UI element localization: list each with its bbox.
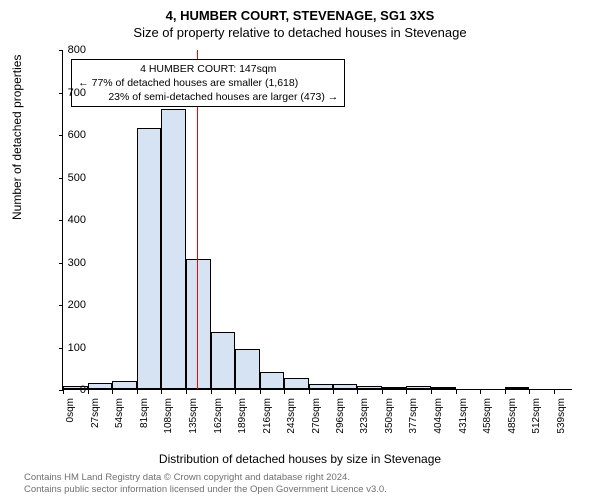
xtick-mark	[161, 390, 162, 394]
xtick-mark	[186, 390, 187, 394]
xtick-mark	[309, 390, 310, 394]
xtick-label: 512sqm	[531, 398, 542, 434]
xtick-label: 27sqm	[90, 398, 101, 428]
xtick-mark	[357, 390, 358, 394]
histogram-bar	[112, 381, 137, 389]
xtick-mark	[480, 390, 481, 394]
chart-title-address: 4, HUMBER COURT, STEVENAGE, SG1 3XS	[0, 0, 600, 23]
xtick-mark	[137, 390, 138, 394]
xtick-mark	[112, 390, 113, 394]
chart-area: 4 HUMBER COURT: 147sqm← 77% of detached …	[62, 50, 572, 420]
xtick-label: 323sqm	[359, 398, 370, 434]
xtick-mark	[88, 390, 89, 394]
footer-line: Contains public sector information licen…	[24, 484, 387, 496]
histogram-bar	[333, 384, 358, 389]
xtick-mark	[333, 390, 334, 394]
histogram-bar	[382, 387, 407, 389]
xtick-label: 539sqm	[556, 398, 567, 434]
ytick-label: 600	[46, 129, 86, 141]
xtick-mark	[529, 390, 530, 394]
xtick-label: 135sqm	[188, 398, 199, 434]
histogram-bar	[431, 387, 456, 389]
histogram-bar	[406, 386, 431, 389]
info-box-title: 4 HUMBER COURT: 147sqm	[78, 62, 338, 76]
xtick-label: 243sqm	[286, 398, 297, 434]
xtick-label: 485sqm	[507, 398, 518, 434]
xtick-label: 270sqm	[311, 398, 322, 434]
ytick-label: 300	[46, 257, 86, 269]
xtick-label: 404sqm	[433, 398, 444, 434]
ytick-label: 700	[46, 87, 86, 99]
xtick-mark	[505, 390, 506, 394]
xtick-label: 458sqm	[482, 398, 493, 434]
xtick-mark	[554, 390, 555, 394]
footer-line: Contains HM Land Registry data © Crown c…	[24, 472, 387, 484]
ytick-label: 500	[46, 172, 86, 184]
histogram-bar	[137, 128, 162, 389]
plot-area: 4 HUMBER COURT: 147sqm← 77% of detached …	[62, 50, 572, 390]
histogram-bar	[88, 383, 113, 389]
xtick-label: 431sqm	[458, 398, 469, 434]
xtick-label: 189sqm	[237, 398, 248, 434]
xtick-mark	[260, 390, 261, 394]
attribution-footer: Contains HM Land Registry data © Crown c…	[24, 472, 387, 496]
xtick-mark	[431, 390, 432, 394]
ytick-label: 800	[46, 44, 86, 56]
chart-title-subtitle: Size of property relative to detached ho…	[0, 23, 600, 40]
xtick-mark	[211, 390, 212, 394]
xtick-mark	[382, 390, 383, 394]
ytick-label: 400	[46, 214, 86, 226]
histogram-bar	[284, 378, 309, 389]
histogram-bar	[357, 386, 382, 389]
info-box-line: 23% of semi-detached houses are larger (…	[78, 90, 338, 104]
xtick-label: 377sqm	[408, 398, 419, 434]
histogram-bar	[260, 372, 285, 389]
xtick-label: 162sqm	[213, 398, 224, 434]
xtick-mark	[406, 390, 407, 394]
ytick-label: 200	[46, 299, 86, 311]
histogram-bar	[235, 349, 260, 389]
ytick-label: 0	[46, 384, 86, 396]
histogram-bar	[161, 109, 186, 390]
xtick-mark	[284, 390, 285, 394]
xtick-mark	[235, 390, 236, 394]
xtick-mark	[456, 390, 457, 394]
info-box: 4 HUMBER COURT: 147sqm← 77% of detached …	[71, 59, 345, 108]
xtick-label: 54sqm	[114, 398, 125, 428]
chart-container: 4, HUMBER COURT, STEVENAGE, SG1 3XS Size…	[0, 0, 600, 500]
xtick-label: 296sqm	[335, 398, 346, 434]
histogram-bar	[505, 387, 530, 389]
xtick-label: 81sqm	[139, 398, 150, 428]
ytick-label: 100	[46, 342, 86, 354]
histogram-bar	[211, 332, 236, 389]
histogram-bar	[186, 259, 211, 389]
histogram-bar	[309, 384, 333, 389]
xtick-label: 0sqm	[65, 398, 76, 422]
xtick-label: 216sqm	[262, 398, 273, 434]
y-axis-label: Number of detached properties	[10, 55, 24, 220]
info-box-line: ← 77% of detached houses are smaller (1,…	[78, 76, 338, 90]
xtick-label: 108sqm	[163, 398, 174, 434]
x-axis-label: Distribution of detached houses by size …	[0, 452, 600, 466]
xtick-label: 350sqm	[384, 398, 395, 434]
